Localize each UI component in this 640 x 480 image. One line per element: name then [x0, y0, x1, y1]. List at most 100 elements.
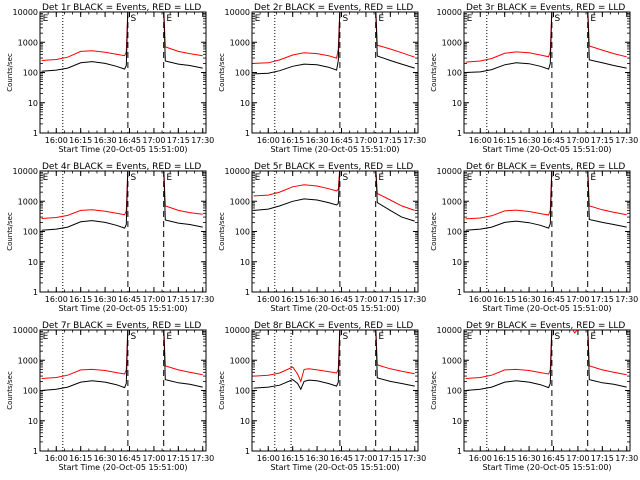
event-marker-label: E [43, 332, 49, 342]
x-tick-label: 16:00 [257, 136, 280, 145]
y-tick-label: 1 [457, 129, 462, 138]
x-tick-label: 16:45 [330, 454, 353, 463]
y-axis-label: Counts/sec [6, 212, 14, 251]
y-tick-label: 1 [33, 129, 38, 138]
x-tick-label: 17:15 [379, 295, 402, 304]
plot-frame [251, 170, 419, 293]
chart-title: Det 3r BLACK = Events, RED = LLD [466, 3, 625, 13]
y-tick-label: 1 [33, 288, 38, 297]
chart-title: Det 4r BLACK = Events, RED = LLD [42, 162, 201, 172]
event-marker-label: E [43, 14, 49, 24]
black-events-series-line [253, 330, 415, 391]
y-tick-label: 10 [240, 99, 250, 108]
y-tick-label: 10000 [225, 8, 250, 17]
x-tick-label: 17:00 [566, 454, 589, 463]
y-tick-label: 1 [33, 447, 38, 456]
black-events-series-line [465, 12, 627, 73]
chart-title: Det 7r BLACK = Events, RED = LLD [42, 321, 201, 331]
x-tick-label: 16:30 [518, 454, 541, 463]
chart-title: Det 8r BLACK = Events, RED = LLD [254, 321, 413, 331]
chart-panel-1: Det 1r BLACK = Events, RED = LLD 1 10 100 10… [6, 3, 214, 154]
x-tick-label: 16:15 [281, 136, 304, 145]
red-lld-series-line [41, 171, 203, 219]
x-tick-label: 17:30 [191, 136, 214, 145]
x-tick-label: 16:00 [257, 295, 280, 304]
y-tick-label: 10000 [13, 167, 38, 176]
y-axis-label: Counts/sec [6, 371, 14, 410]
y-tick-label: 1000 [230, 197, 250, 206]
event-marker-label: E [590, 173, 596, 183]
black-events-series-line [253, 12, 415, 75]
red-lld-series-line [465, 171, 627, 220]
y-tick-label: 10 [240, 258, 250, 267]
chart-panel-7: Det 7r BLACK = Events, RED = LLD 1 10 100 10… [6, 321, 214, 472]
y-tick-label: 10000 [13, 326, 38, 335]
event-marker-label: E [255, 173, 261, 183]
event-marker-label: S [131, 173, 137, 183]
x-tick-label: 16:45 [118, 295, 141, 304]
x-tick-label: 16:15 [69, 136, 92, 145]
plot-frame [463, 170, 631, 293]
x-axis-label: Start Time (20-Oct-05 15:51:00) [58, 145, 187, 154]
y-tick-label: 100 [235, 387, 250, 396]
x-axis-label: Start Time (20-Oct-05 15:51:00) [482, 145, 611, 154]
series-group [41, 171, 203, 231]
x-tick-label: 17:00 [354, 454, 377, 463]
y-tick-label: 100 [447, 69, 462, 78]
y-tick-label: 10000 [437, 167, 462, 176]
event-marker-label: E [255, 332, 261, 342]
x-tick-label: 17:00 [142, 454, 165, 463]
y-tick-label: 1000 [230, 356, 250, 365]
y-tick-label: 1000 [230, 38, 250, 47]
x-tick-label: 17:15 [167, 295, 190, 304]
x-tick-label: 17:30 [615, 454, 638, 463]
x-tick-label: 16:30 [518, 136, 541, 145]
x-tick-label: 17:30 [403, 295, 426, 304]
black-events-series-line [465, 171, 627, 231]
y-tick-label: 100 [23, 69, 38, 78]
y-tick-label: 10 [28, 417, 38, 426]
plot-frame [39, 11, 207, 134]
y-tick-label: 10000 [437, 326, 462, 335]
x-axis-label: Start Time (20-Oct-05 15:51:00) [482, 463, 611, 472]
event-marker-label: S [343, 332, 349, 342]
x-axis-label: Start Time (20-Oct-05 15:51:00) [58, 463, 187, 472]
y-tick-label: 1000 [442, 197, 462, 206]
y-axis-label: Counts/sec [218, 53, 226, 92]
x-tick-label: 16:45 [330, 136, 353, 145]
event-marker-label: E [378, 173, 384, 183]
chart-panel-9: Det 9r BLACK = Events, RED = LLD 1 10 100 10… [430, 321, 638, 472]
chart-title: Det 2r BLACK = Events, RED = LLD [254, 3, 413, 13]
x-tick-label: 17:00 [354, 136, 377, 145]
plot-frame [463, 11, 631, 134]
x-tick-label: 16:15 [69, 454, 92, 463]
x-tick-label: 17:15 [591, 454, 614, 463]
event-marker-label: S [555, 173, 561, 183]
x-tick-label: 16:00 [45, 295, 68, 304]
x-axis-label: Start Time (20-Oct-05 15:51:00) [270, 463, 399, 472]
black-events-series-line [41, 12, 203, 72]
event-marker-label: E [590, 332, 596, 342]
x-tick-label: 16:30 [306, 295, 329, 304]
x-tick-label: 16:15 [493, 136, 516, 145]
x-tick-label: 17:15 [167, 136, 190, 145]
x-tick-label: 16:15 [493, 454, 516, 463]
y-tick-label: 10000 [225, 326, 250, 335]
black-events-series-line [41, 330, 203, 391]
x-tick-label: 17:15 [591, 136, 614, 145]
y-tick-label: 10 [452, 258, 462, 267]
x-tick-label: 17:30 [191, 454, 214, 463]
event-marker-label: E [378, 332, 384, 342]
plot-frame [39, 170, 207, 293]
chart-title: Det 6r BLACK = Events, RED = LLD [466, 162, 625, 172]
x-tick-label: 17:00 [142, 295, 165, 304]
plot-frame [463, 329, 631, 452]
y-tick-label: 100 [447, 387, 462, 396]
event-marker-label: E [166, 173, 172, 183]
x-tick-label: 16:45 [542, 295, 565, 304]
plot-frame [251, 11, 419, 134]
x-tick-label: 16:30 [518, 295, 541, 304]
y-tick-label: 100 [447, 228, 462, 237]
x-tick-label: 16:15 [281, 454, 304, 463]
y-tick-label: 1 [457, 447, 462, 456]
